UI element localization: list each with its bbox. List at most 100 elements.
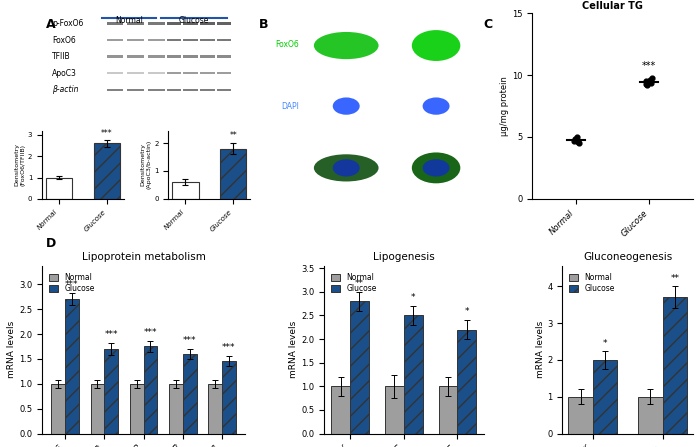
Bar: [90, 384, 104, 434]
Bar: [65, 299, 78, 434]
Bar: [148, 89, 164, 91]
Ellipse shape: [412, 152, 461, 183]
Point: [646, 74, 657, 81]
Bar: [200, 72, 215, 74]
Bar: [106, 72, 123, 74]
Text: B: B: [259, 18, 269, 31]
Point: [645, 79, 657, 86]
Bar: [350, 301, 369, 434]
Y-axis label: Densitometry
(ApoC3/b-actin): Densitometry (ApoC3/b-actin): [141, 140, 151, 190]
Text: Glucose: Glucose: [419, 15, 453, 24]
Bar: [104, 349, 118, 434]
Legend: Normal, Glucose: Normal, Glucose: [46, 270, 97, 296]
Point: [574, 139, 585, 147]
Bar: [148, 39, 164, 42]
Text: TFIIB: TFIIB: [52, 52, 71, 61]
Bar: [217, 22, 232, 25]
Ellipse shape: [314, 32, 379, 59]
Text: **: **: [230, 131, 237, 140]
Bar: [167, 89, 181, 91]
Ellipse shape: [332, 159, 360, 177]
Text: D: D: [46, 237, 56, 250]
Bar: [183, 72, 198, 74]
Bar: [200, 39, 215, 42]
Bar: [127, 39, 144, 42]
Title: Lipoprotein metabolism: Lipoprotein metabolism: [82, 252, 206, 262]
Ellipse shape: [412, 30, 461, 61]
Bar: [183, 39, 198, 42]
Bar: [200, 22, 215, 25]
Bar: [458, 329, 476, 434]
Text: A: A: [46, 18, 55, 31]
Point: [568, 137, 579, 144]
Bar: [167, 39, 181, 42]
Point: [640, 80, 651, 88]
Bar: [593, 360, 617, 434]
Bar: [222, 362, 236, 434]
Bar: [144, 346, 158, 434]
Ellipse shape: [332, 97, 360, 115]
Bar: [331, 386, 350, 434]
Bar: [209, 384, 222, 434]
Bar: [127, 55, 144, 58]
Bar: [127, 72, 144, 74]
Bar: [46, 177, 72, 199]
Text: *: *: [465, 308, 469, 316]
Text: ***: ***: [104, 330, 118, 339]
Text: **: **: [355, 279, 364, 288]
Bar: [217, 89, 232, 91]
Bar: [217, 55, 232, 58]
Bar: [148, 22, 164, 25]
Bar: [94, 143, 120, 199]
Bar: [220, 149, 246, 199]
Title: Cellular TG: Cellular TG: [582, 1, 643, 11]
Text: FoxO6: FoxO6: [52, 36, 76, 45]
Text: Glucose: Glucose: [178, 16, 209, 25]
Bar: [106, 89, 123, 91]
Text: Normal: Normal: [331, 15, 361, 24]
Y-axis label: mRNA levels: mRNA levels: [7, 321, 16, 378]
Y-axis label: μg/mg protein: μg/mg protein: [500, 76, 509, 136]
Text: DAPI: DAPI: [281, 101, 300, 110]
Text: ***: ***: [642, 62, 657, 72]
Bar: [200, 89, 215, 91]
Bar: [167, 55, 181, 58]
Legend: Normal, Glucose: Normal, Glucose: [566, 270, 618, 296]
Point: [644, 76, 655, 84]
Bar: [167, 22, 181, 25]
Text: ***: ***: [183, 336, 197, 345]
Bar: [183, 55, 198, 58]
Bar: [172, 182, 199, 199]
Bar: [106, 55, 123, 58]
Bar: [183, 354, 197, 434]
Bar: [148, 55, 164, 58]
Legend: Normal, Glucose: Normal, Glucose: [328, 270, 379, 296]
Bar: [127, 89, 144, 91]
Bar: [127, 22, 144, 25]
Bar: [200, 55, 215, 58]
Title: Gluconeogenesis: Gluconeogenesis: [583, 252, 673, 262]
Text: p-FoxO6: p-FoxO6: [52, 19, 84, 28]
Y-axis label: mRNA levels: mRNA levels: [536, 321, 545, 378]
Text: ***: ***: [101, 129, 113, 138]
Point: [572, 139, 583, 146]
Point: [570, 136, 581, 143]
Bar: [217, 39, 232, 42]
Text: *: *: [603, 339, 608, 348]
Bar: [167, 72, 181, 74]
Bar: [106, 22, 123, 25]
Point: [641, 81, 652, 89]
Bar: [130, 384, 144, 434]
Text: ***: ***: [222, 343, 236, 353]
Bar: [439, 386, 458, 434]
Text: β-actin: β-actin: [52, 85, 79, 94]
Point: [640, 78, 652, 85]
Bar: [148, 72, 164, 74]
Text: **: **: [671, 274, 679, 283]
Bar: [106, 39, 123, 42]
Ellipse shape: [314, 154, 379, 181]
Bar: [568, 397, 593, 434]
Bar: [51, 384, 65, 434]
Text: ***: ***: [144, 328, 158, 337]
Bar: [169, 384, 183, 434]
